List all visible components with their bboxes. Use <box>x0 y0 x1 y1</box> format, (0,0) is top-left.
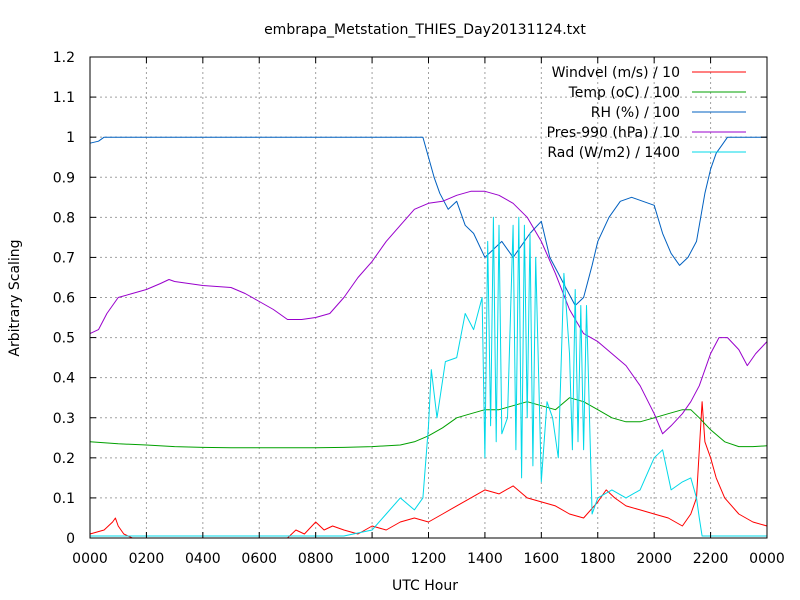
legend: Windvel (m/s) / 10 Temp (oC) / 100 RH (%) … <box>547 65 746 161</box>
series-line <box>89 190 768 435</box>
x-tick-label: 0800 <box>298 551 334 567</box>
y-tick-label: 0 <box>66 531 75 547</box>
legend-label: Pres-990 (hPa) / 10 <box>547 125 680 141</box>
series-line <box>89 397 768 449</box>
x-tick-label: 1200 <box>411 551 447 567</box>
y-tick-label: 0.3 <box>53 411 75 427</box>
y-axis-label: Arbitrary Scaling <box>7 239 23 356</box>
x-tick-label: 2000 <box>636 551 672 567</box>
y-tick-label: 1 <box>66 130 75 146</box>
y-tick-label: 0.8 <box>53 210 75 226</box>
y-tick-label: 0.7 <box>53 250 75 266</box>
x-tick-label: 1800 <box>580 551 616 567</box>
y-tick-label: 0.9 <box>53 170 75 186</box>
x-tick-label: 1400 <box>467 551 503 567</box>
x-tick-label: 0600 <box>241 551 277 567</box>
tick-marks <box>89 56 768 539</box>
legend-label: Temp (oC) / 100 <box>568 85 680 101</box>
tick-labels: 0000 0200 0400 0600 0800 1000 1200 1400 1600 1800… <box>53 50 785 567</box>
y-tick-label: 1.1 <box>53 90 75 106</box>
legend-label: Windvel (m/s) / 10 <box>552 65 680 81</box>
x-tick-label: 1000 <box>354 551 390 567</box>
x-tick-label: 0000 <box>72 551 108 567</box>
x-tick-label: 0000 <box>749 551 785 567</box>
y-tick-label: 0.2 <box>53 451 75 467</box>
x-tick-label: 0400 <box>185 551 221 567</box>
y-tick-label: 0.5 <box>53 331 75 347</box>
y-tick-label: 0.6 <box>53 291 75 307</box>
x-tick-label: 0200 <box>129 551 165 567</box>
series-line <box>89 136 767 306</box>
y-tick-label: 1.2 <box>53 50 75 66</box>
x-tick-label: 1600 <box>524 551 560 567</box>
series-line <box>90 216 767 537</box>
x-axis-label: UTC Hour <box>392 578 458 594</box>
legend-label: RH (%) / 100 <box>591 105 680 121</box>
x-tick-label: 2200 <box>693 551 729 567</box>
chart-title: embrapa_Metstation_THIES_Day20131124.txt <box>264 22 586 38</box>
y-tick-label: 0.1 <box>53 491 75 507</box>
legend-label: Rad (W/m2) / 1400 <box>547 145 680 161</box>
y-tick-label: 0.4 <box>53 371 75 387</box>
